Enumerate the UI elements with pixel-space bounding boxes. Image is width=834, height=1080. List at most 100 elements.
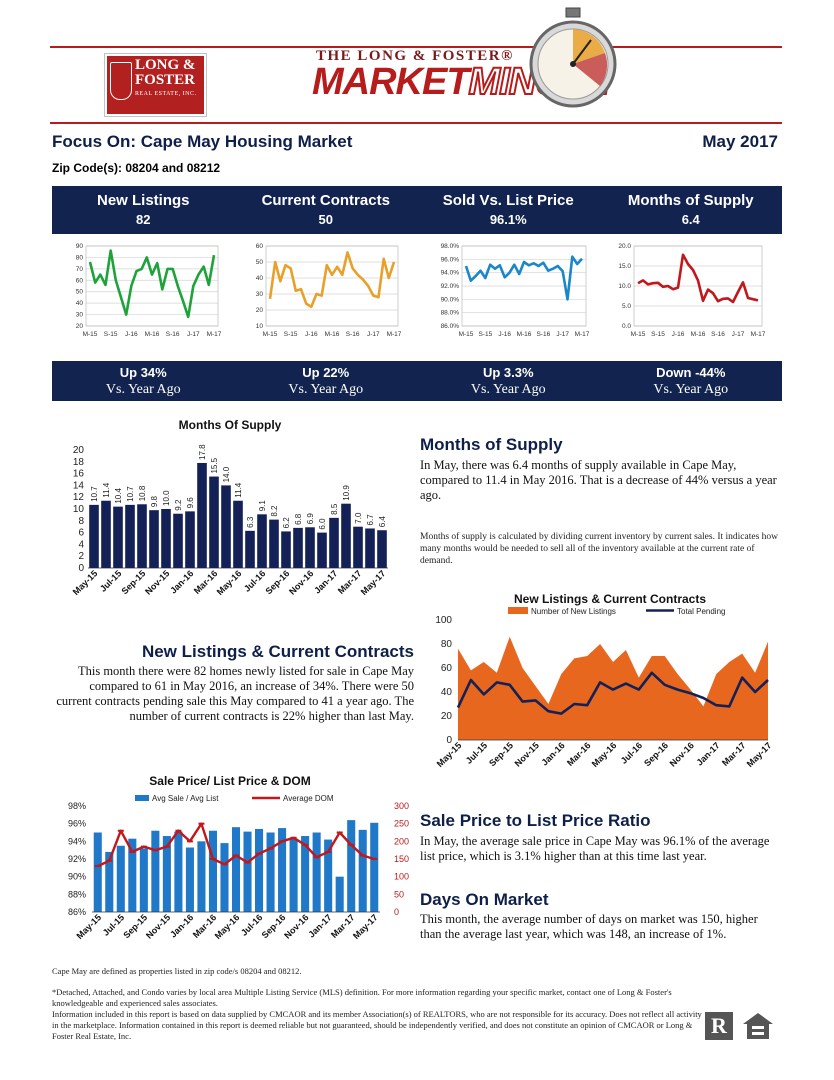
y-tick-label: 94.0% (441, 270, 460, 277)
x-tick-label: M-15 (631, 331, 646, 338)
y-tick-label: 98.0% (441, 243, 460, 250)
bar-sale-ratio (139, 848, 148, 912)
bar (101, 500, 111, 568)
yoy-label: Vs. Year Ago (105, 382, 181, 397)
x-tick-label: Nov-15 (143, 568, 171, 596)
x-tick-label: M-17 (751, 331, 766, 338)
x-tick-label: May-15 (71, 568, 100, 597)
yoy-sold-vs-list: Up 3.3% Vs. Year Ago (417, 361, 600, 401)
y-tick-label: 86.0% (441, 323, 460, 330)
x-tick-label: Sep-15 (121, 912, 149, 940)
y-tick-label-left: 96% (68, 819, 86, 829)
x-tick-label: S-15 (651, 331, 665, 338)
bar (89, 504, 99, 568)
x-tick-label: M-17 (575, 331, 590, 338)
x-tick-label: Nov-15 (513, 740, 541, 768)
bar-sale-ratio (335, 876, 344, 912)
bar-data-label: 6.0 (318, 518, 327, 530)
yoy-contracts: Up 22% Vs. Year Ago (235, 361, 418, 401)
sale-price-dom-chart: Avg Sale / Avg List Average DOM 86% 88% 90% 9… (68, 794, 409, 941)
x-tick-label: Jul-15 (464, 740, 489, 765)
series-line (464, 255, 583, 301)
x-tick-label: Nov-16 (282, 912, 310, 940)
y-tick-label: 18 (73, 457, 85, 468)
y-tick-label: 60 (256, 243, 264, 250)
y-tick-label: 6 (78, 528, 84, 539)
y-tick-label: 30 (76, 312, 84, 319)
series-line (268, 251, 396, 309)
y-tick-label: 50 (256, 259, 264, 266)
bar-sale-ratio (93, 832, 102, 912)
bar-data-label: 6.7 (366, 514, 375, 526)
legend-label-ratio: Avg Sale / Avg List (152, 794, 219, 803)
brand-top: THE LONG & FOSTER® (316, 48, 514, 64)
x-tick-label: May-16 (213, 912, 242, 941)
x-tick-label: May-17 (745, 740, 774, 769)
bar (137, 504, 147, 568)
y-tick-label: 60 (441, 663, 453, 674)
dom-heading: Days On Market (420, 890, 549, 909)
x-tick-label: Sep-15 (119, 568, 147, 596)
x-tick-label: M-15 (83, 331, 98, 338)
y-tick-label: 30 (256, 291, 264, 298)
sparkline-sold-vs-list: 86.0% 88.0% 90.0% 92.0% 94.0% 96.0% 98.0% M-15 S… (441, 243, 590, 338)
bar-sale-ratio (220, 843, 229, 912)
x-tick-label: May-17 (359, 568, 388, 597)
y-tick-label: 20 (76, 323, 84, 330)
bar-sale-ratio (208, 830, 217, 912)
metric-sold-vs-list: Sold Vs. List Price 96.1% (417, 186, 600, 234)
x-tick-label: S-16 (711, 331, 725, 338)
y-tick-label: 20 (256, 307, 264, 314)
bar (329, 517, 339, 568)
x-tick-label: May-16 (590, 740, 619, 769)
bar (209, 476, 219, 568)
report-date: May 2017 (702, 132, 778, 151)
x-tick-label: M-15 (263, 331, 278, 338)
y-tick-label: 8 (78, 516, 84, 527)
series-line (88, 249, 216, 319)
bar (269, 519, 279, 568)
x-tick-label: J-17 (367, 331, 380, 338)
plot-frame (461, 245, 587, 327)
sp-text: In May, the average sale price in Cape M… (420, 834, 770, 863)
yoy-change: Up 22% (302, 365, 350, 380)
y-tick-label: 10.0 (618, 283, 631, 290)
yoy-change: Up 3.3% (482, 365, 534, 380)
y-tick-label: 92.0% (441, 283, 460, 290)
yoy-label: Vs. Year Ago (470, 382, 546, 397)
bar-data-label: 6.4 (378, 516, 387, 528)
bar-sale-ratio (105, 851, 114, 912)
y-tick-label: 12 (73, 492, 85, 503)
x-tick-label: Jan-17 (306, 912, 333, 939)
metric-value: 50 (318, 212, 333, 227)
bar-sale-ratio (174, 831, 183, 912)
bar-data-label: 10.0 (162, 490, 171, 506)
bar (281, 531, 291, 568)
bar (353, 526, 363, 568)
header-bottom-rule (50, 122, 782, 124)
y-tick-label: 20 (73, 445, 85, 456)
bar-data-label: 10.8 (138, 485, 147, 501)
y-tick-label: 40 (76, 300, 84, 307)
x-tick-label: M-16 (691, 331, 706, 338)
x-tick-label: M-16 (517, 331, 532, 338)
bar (377, 530, 387, 568)
bar (305, 527, 315, 568)
x-tick-label: J-16 (125, 331, 138, 338)
x-tick-label: S-16 (536, 331, 550, 338)
legend-swatch-ratio (135, 795, 149, 801)
x-tick-label: J-16 (305, 331, 318, 338)
y-tick-label: 80 (76, 254, 84, 261)
brand-market: MARKET (312, 61, 470, 103)
y-tick-label: 0 (78, 563, 84, 574)
bar-data-label: 10.7 (90, 486, 99, 502)
bar-data-label: 9.6 (186, 497, 195, 509)
metrics-bar: New Listings 82 Current Contracts 50 Sol… (52, 186, 782, 234)
x-tick-label: M-16 (145, 331, 160, 338)
yoy-change: Up 34% (119, 365, 167, 380)
bar-sale-ratio (231, 827, 241, 912)
bar (365, 528, 375, 568)
line-total-pending (456, 671, 769, 715)
bar-sale-ratio (128, 838, 137, 912)
